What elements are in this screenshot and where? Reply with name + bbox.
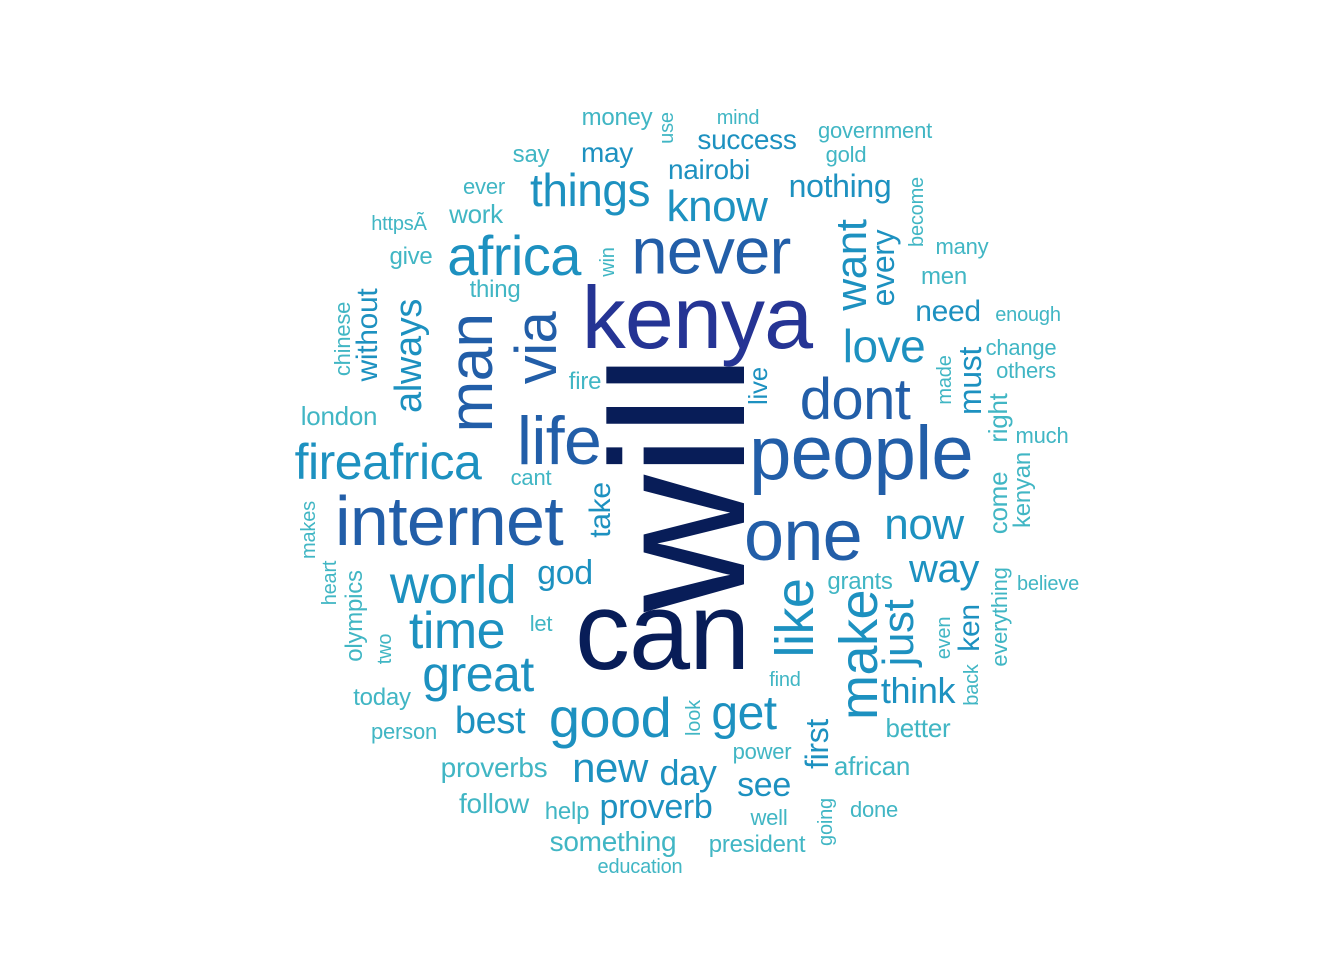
word-43: ken <box>953 604 986 652</box>
word-83: heart <box>319 560 341 606</box>
word-26: way <box>909 547 979 591</box>
word-32: think <box>880 670 956 711</box>
word-78: cant <box>510 465 552 490</box>
word-25: best <box>454 700 526 742</box>
word-76: much <box>1015 423 1069 448</box>
word-53: right <box>983 393 1013 443</box>
word-20: know <box>666 182 768 231</box>
word-23: get <box>711 687 777 740</box>
word-99: made <box>934 355 956 405</box>
word-40: need <box>915 295 981 328</box>
word-75: change <box>985 335 1057 360</box>
word-67: thing <box>469 276 521 303</box>
word-80: done <box>849 797 899 822</box>
word-90: mind <box>716 107 760 129</box>
word-81: gold <box>825 142 867 167</box>
word-95: two <box>374 633 396 665</box>
word-9: man <box>437 313 506 433</box>
word-63: today <box>353 684 411 711</box>
word-52: come <box>983 471 1013 535</box>
word-10: via <box>504 311 569 385</box>
word-21: love <box>842 320 926 372</box>
word-45: may <box>580 137 634 168</box>
word-37: every <box>865 229 901 307</box>
word-96: look <box>683 700 705 736</box>
word-42: take <box>584 482 617 538</box>
word-60: men <box>921 263 967 290</box>
word-88: believe <box>1017 573 1079 595</box>
word-82: let <box>529 611 553 636</box>
word-98: win <box>597 247 619 277</box>
word-57: money <box>581 104 653 131</box>
word-89: enough <box>995 304 1061 326</box>
word-41: nairobi <box>667 154 751 185</box>
word-77: others <box>996 358 1056 383</box>
word-54: london <box>300 401 378 431</box>
word-91: httpsÃ <box>371 213 427 235</box>
word-49: follow <box>459 788 529 819</box>
word-70: power <box>732 739 792 764</box>
word-65: kenyan <box>1009 452 1036 528</box>
word-4: one <box>744 496 863 576</box>
word-72: person <box>371 719 437 744</box>
word-55: work <box>449 199 503 229</box>
word-79: many <box>935 234 989 259</box>
word-14: good <box>548 686 672 749</box>
word-97: use <box>656 112 678 144</box>
word-16: great <box>422 646 534 702</box>
word-69: help <box>544 798 590 825</box>
word-7: life <box>516 403 602 479</box>
word-73: government <box>818 118 932 143</box>
word-46: live <box>743 367 773 405</box>
word-34: see <box>737 766 791 804</box>
word-58: olympics <box>341 570 368 662</box>
word-39: without <box>351 288 384 382</box>
word-11: africa <box>447 224 581 287</box>
word-64: say <box>512 141 550 168</box>
word-92: find <box>769 669 801 691</box>
word-22: now <box>884 500 964 549</box>
word-48: something <box>549 826 677 857</box>
word-31: proverb <box>599 788 713 826</box>
word-86: back <box>961 664 983 706</box>
word-29: always <box>388 299 430 413</box>
word-62: fire <box>568 368 602 395</box>
word-3: people <box>749 411 973 496</box>
word-27: just <box>874 599 923 667</box>
word-59: president <box>708 831 806 858</box>
word-50: african <box>833 751 911 781</box>
word-51: better <box>885 713 951 743</box>
word-85: makes <box>298 501 320 559</box>
word-61: give <box>389 243 433 270</box>
word-24: new <box>572 744 648 791</box>
word-30: day <box>659 752 717 793</box>
word-56: grants <box>827 568 893 595</box>
word-36: first <box>799 719 835 769</box>
word-94: even <box>933 616 955 660</box>
word-19: things <box>530 164 650 216</box>
word-33: god <box>537 554 593 592</box>
word-12: fireafrica <box>294 434 482 490</box>
word-8: dont <box>799 367 911 432</box>
word-47: proverbs <box>440 752 548 783</box>
word-1: can <box>574 570 750 693</box>
word-74: ever <box>463 174 505 199</box>
word-13: world <box>389 555 517 615</box>
word-44: success <box>697 124 797 155</box>
word-84: become <box>906 177 928 247</box>
word-17: like <box>765 578 825 658</box>
word-5: internet <box>335 482 564 560</box>
word-66: everything <box>987 567 1012 667</box>
word-2: kenya <box>581 268 813 367</box>
word-35: nothing <box>788 168 892 204</box>
word-6: never <box>631 214 791 288</box>
word-71: well <box>750 805 788 830</box>
word-93: going <box>815 798 837 846</box>
word-68: chinese <box>330 301 355 377</box>
word-15: time <box>408 602 506 660</box>
word-38: must <box>952 346 988 416</box>
word-87: education <box>597 856 683 878</box>
